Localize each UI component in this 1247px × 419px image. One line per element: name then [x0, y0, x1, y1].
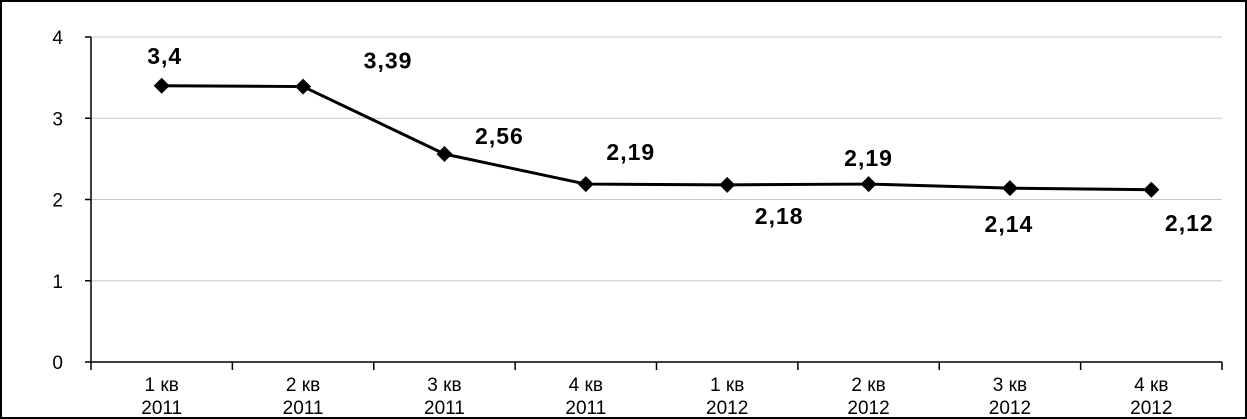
series-markers: [153, 77, 1160, 198]
y-tick-label: 2: [52, 191, 63, 212]
x-tick-label: 3 кв: [427, 375, 461, 396]
y-tick-labels: 0 1 2 3 4: [52, 28, 63, 374]
series-line: [161, 84, 1152, 192]
data-label: 3,39: [364, 48, 413, 74]
data-point-marker: [153, 77, 170, 94]
data-label: 3,4: [147, 43, 182, 69]
x-tick-label: 2012: [989, 398, 1031, 417]
x-tick-label: 4 кв: [1134, 375, 1168, 396]
y-tick-label: 0: [52, 353, 63, 374]
x-tick-label: 4 кв: [569, 375, 603, 396]
x-tick-label: 2012: [706, 398, 748, 417]
data-point-marker: [1143, 181, 1160, 198]
x-tick-label: 2012: [1130, 398, 1172, 417]
y-tick-label: 3: [52, 109, 63, 130]
gridlines: [91, 36, 1222, 282]
data-point-marker: [577, 176, 594, 193]
x-tick-label: 2 кв: [286, 375, 320, 396]
data-point-marker: [1001, 180, 1018, 197]
x-tick-label: 2011: [283, 398, 324, 417]
x-tick-label: 2011: [141, 398, 182, 417]
x-tick-label: 2011: [424, 398, 465, 417]
data-point-marker: [295, 78, 312, 95]
x-tick-label: 1 кв: [145, 375, 179, 396]
data-point-marker: [719, 176, 736, 193]
x-tick-label: 2 кв: [851, 375, 885, 396]
series-line-layer: [161, 84, 1152, 192]
data-label: 2,56: [475, 123, 524, 149]
x-tick-label: 1 кв: [710, 375, 744, 396]
x-tick-label: 2012: [847, 398, 889, 417]
x-tick-label: 2011: [565, 398, 606, 417]
data-label: 2,12: [1165, 210, 1214, 236]
axes: [85, 36, 1223, 370]
data-point-marker: [860, 176, 877, 193]
data-labels: 3,4 3,39 2,56 2,19 2,18 2,19 2,14 2,12: [147, 43, 1214, 237]
y-tick-label: 4: [52, 28, 63, 49]
data-point-marker: [436, 146, 453, 162]
x-tick-label: 3 кв: [993, 375, 1027, 396]
data-label: 2,14: [985, 211, 1034, 237]
y-tick-label: 1: [52, 272, 63, 293]
x-tick-labels: 1 кв 2011 2 кв 2011 3 кв 2011 4 кв 2011 1 кв 2012…: [141, 375, 1172, 417]
data-label: 2,19: [844, 145, 893, 171]
data-label: 2,18: [755, 203, 804, 229]
data-label: 2,19: [606, 139, 655, 165]
